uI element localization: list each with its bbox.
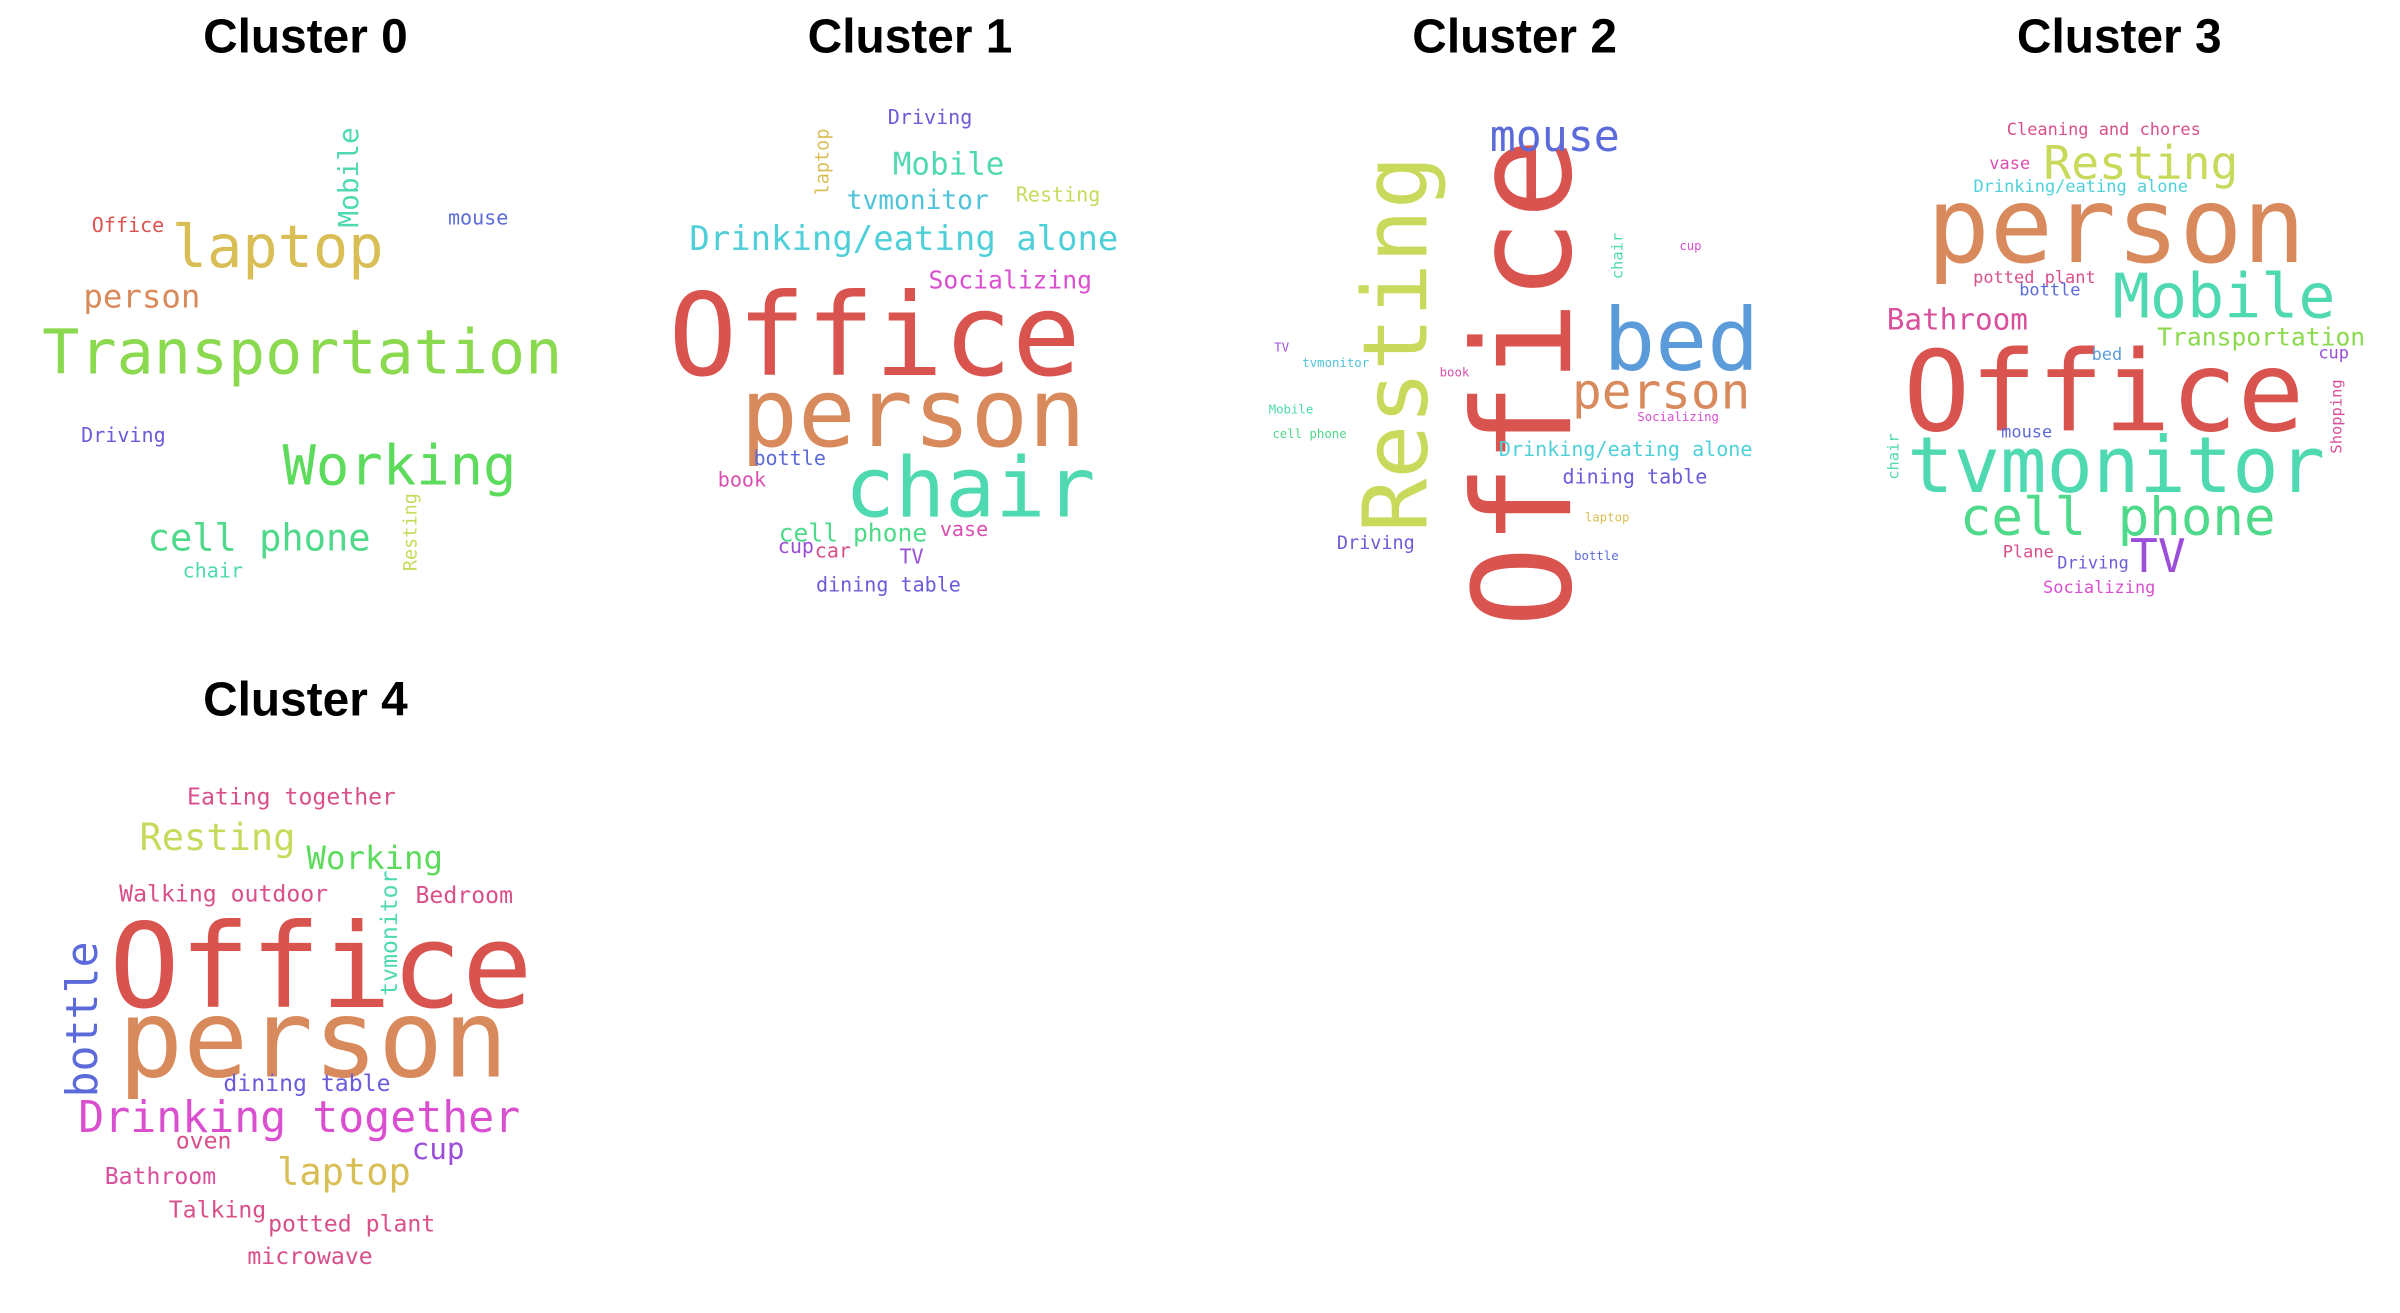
cloud-word: Drinking together: [78, 1092, 521, 1143]
cloud-word: Drinking/eating alone: [1498, 438, 1753, 462]
cloud-word: bed: [2091, 344, 2123, 365]
cluster-panel-0: Cluster 0 Transportation laptop Working …: [12, 0, 598, 648]
cloud-word: Working: [306, 839, 444, 877]
cloud-word: Socializing: [928, 265, 1092, 295]
cloud-word: cell phone: [1272, 427, 1347, 442]
cloud-word: laptop: [1584, 510, 1630, 525]
cloud-word: Talking: [168, 1196, 267, 1224]
cloud-word: person: [1926, 166, 2306, 289]
cloud-word: cup: [1679, 239, 1702, 253]
cloud-word: Shopping: [2329, 379, 2346, 454]
cloud-word: TV: [2129, 530, 2186, 585]
cloud-word: Bedroom: [415, 881, 514, 910]
cloud-word: Office: [1903, 326, 2305, 457]
cluster-title: Cluster 4: [203, 672, 408, 727]
cluster-title: Cluster 0: [203, 9, 408, 64]
cloud-word: Drinking/eating alone: [689, 220, 1119, 260]
cloud-word: mouse: [447, 207, 509, 231]
cloud-word: Transportation: [2157, 322, 2366, 352]
cloud-word: Socializing: [2043, 577, 2156, 598]
cloud-word: dining table: [223, 1069, 391, 1098]
cloud-word: tvmonitor: [375, 870, 404, 996]
cluster-panel-1: Cluster 1 Office person chair Drinking/e…: [617, 0, 1203, 648]
cloud-word: car: [814, 540, 852, 564]
cloud-word: cell phone: [1959, 487, 2276, 550]
cloud-word: bed: [1603, 291, 1760, 392]
cloud-word: Office: [668, 269, 1081, 403]
cloud-word: Driving: [81, 424, 166, 449]
cloud-word: Socializing: [1637, 410, 1719, 425]
cloud-word: Resting: [1015, 184, 1101, 208]
cloud-word: mouse: [1489, 111, 1620, 162]
cloud-word: Office: [91, 215, 165, 239]
cloud-word: Mobile: [1268, 402, 1314, 417]
cloud-word: TV: [899, 546, 924, 570]
cloud-word: TV: [1274, 340, 1290, 355]
cloud-word: Drinking/eating alone: [1973, 176, 2188, 197]
cloud-word: book: [717, 469, 767, 493]
cloud-word: laptop: [811, 128, 833, 196]
cluster-panel-4: Cluster 4 Office person Drinking togethe…: [12, 663, 598, 1311]
cloud-word: potted plant: [1973, 267, 2096, 288]
cloud-word: microwave: [247, 1242, 373, 1271]
cloud-word: potted plant: [268, 1210, 436, 1238]
cloud-word: person: [740, 356, 1086, 469]
cluster-title: Cluster 1: [807, 9, 1013, 64]
cloud-word: Walking outdoor: [119, 879, 329, 908]
cluster-panel-2: Cluster 2 Office Resting bed person mous…: [1222, 0, 1808, 648]
cloud-word: Working: [282, 434, 517, 499]
cloud-word: Mobile: [2112, 262, 2336, 334]
cloud-word: cup: [777, 535, 814, 560]
cloud-word: tvmonitor: [1302, 356, 1370, 371]
cloud-word: cup: [411, 1132, 465, 1167]
cloud-word: tvmonitor: [846, 185, 989, 217]
cloud-word: vase: [939, 519, 989, 543]
cloud-word: Mobile: [892, 144, 1005, 183]
cloud-word: book: [1439, 365, 1470, 380]
cloud-word: oven: [175, 1126, 232, 1155]
cloud-word: bottle: [57, 941, 108, 1098]
cloud-word: Cleaning and chores: [2006, 119, 2201, 140]
cloud-word: Plane: [2002, 542, 2054, 563]
cloud-word: chair: [844, 439, 1096, 537]
cloud-word: bottle: [1574, 549, 1619, 563]
cloud-word: person: [118, 976, 509, 1103]
cloud-word: Resting: [2043, 137, 2239, 192]
cloud-word: tvmonitor: [1907, 421, 2326, 511]
cluster-title: Cluster 2: [1412, 9, 1617, 64]
cloud-word: Mobile: [333, 127, 366, 228]
cloud-word: laptop: [277, 1150, 411, 1194]
cloud-word: chair: [182, 560, 244, 584]
cloud-word: Driving: [887, 107, 973, 131]
cloud-word: Driving: [1336, 532, 1415, 554]
cloud-word: dining table: [1562, 466, 1708, 490]
cloud-word: Resting: [399, 493, 422, 572]
cloud-word: chair: [1886, 433, 1904, 480]
cloud-word: mouse: [2001, 421, 2053, 442]
cloud-word: cell phone: [778, 518, 928, 548]
cloud-word: cell phone: [147, 516, 371, 560]
cloud-word: bottle: [2019, 279, 2081, 300]
cloud-word: Resting: [139, 815, 296, 860]
cloud-word: Office: [109, 897, 533, 1035]
cluster-panel-3: Cluster 3 Office person tvmonitor Mobile…: [1826, 0, 2400, 648]
cloud-word: vase: [1989, 153, 2031, 174]
cloud-word: Bathroom: [1886, 303, 2028, 338]
cloud-word: cup: [2318, 343, 2349, 364]
cluster-title: Cluster 3: [2016, 9, 2222, 64]
cloud-word: person: [83, 278, 201, 316]
cloud-word: person: [1572, 362, 1751, 422]
cloud-word: laptop: [171, 212, 384, 281]
cloud-word: Driving: [2057, 552, 2129, 574]
cloud-word: bottle: [753, 448, 826, 472]
cloud-word: Transportation: [42, 317, 563, 389]
cloud-word: Bathroom: [104, 1162, 217, 1190]
cloud-word: chair: [1610, 232, 1628, 280]
cloud-word: Resting: [1343, 155, 1449, 533]
cloud-word: Eating together: [187, 782, 396, 811]
cloud-word: dining table: [815, 574, 961, 598]
